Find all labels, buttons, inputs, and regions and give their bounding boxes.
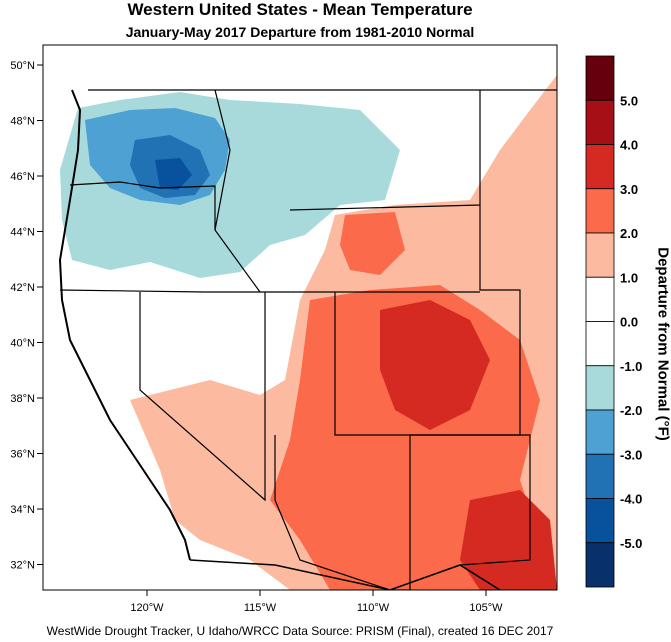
legend-swatch bbox=[585, 453, 615, 499]
legend-tick-label: 4.0 bbox=[620, 138, 638, 153]
lon-tick-label: 110°W bbox=[357, 602, 390, 614]
warm-region-strong bbox=[380, 300, 490, 430]
legend-title: Departure from Normal (°F) bbox=[654, 247, 671, 441]
legend-swatch bbox=[585, 409, 615, 455]
legend-tick-label: 0.0 bbox=[620, 315, 638, 330]
legend-tick-label: 3.0 bbox=[620, 182, 638, 197]
arizona-newmexico-border bbox=[274, 434, 531, 590]
legend-swatch bbox=[585, 188, 615, 234]
lon-tick-label: 120°W bbox=[130, 602, 164, 614]
lon-tick-label: 105°W bbox=[469, 602, 503, 614]
utah-colorado-border bbox=[334, 205, 521, 436]
lat-tick-label: 48°N bbox=[10, 116, 35, 128]
legend-tick-label: -3.0 bbox=[620, 447, 642, 462]
lat-tick-label: 44°N bbox=[10, 227, 35, 239]
data-source-credit: WestWide Drought Tracker, U Idaho/WRCC D… bbox=[46, 624, 554, 638]
legend-swatch bbox=[585, 276, 615, 322]
map-subtitle: January-May 2017 Departure from 1981-201… bbox=[125, 24, 475, 40]
longitude-axis: 120°W 115°W 110°W 105°W bbox=[130, 590, 503, 614]
legend-tick-label: -2.0 bbox=[620, 403, 642, 418]
lon-tick-label: 115°W bbox=[244, 602, 277, 614]
legend-swatch bbox=[585, 232, 615, 278]
legend-swatch bbox=[585, 321, 615, 367]
legend-tick-label: -1.0 bbox=[620, 359, 642, 374]
color-legend: 5.0 4.0 3.0 2.0 1.0 0.0 -1.0 -2.0 -3.0 -4.0 -5.0 bbox=[585, 55, 642, 588]
lat-tick-label: 42°N bbox=[10, 282, 35, 294]
legend-swatch bbox=[585, 365, 615, 411]
legend-swatch bbox=[585, 55, 615, 101]
warm-region-wyoming bbox=[340, 212, 405, 275]
map-area bbox=[43, 45, 557, 590]
washington-oregon-border bbox=[69, 181, 216, 230]
legend-tick-label: 5.0 bbox=[620, 93, 638, 108]
legend-swatch bbox=[585, 498, 615, 544]
oregon-california-border bbox=[59, 289, 260, 293]
cool-anomaly-regions bbox=[60, 92, 400, 278]
pacific-coastline bbox=[58, 89, 191, 561]
legend-swatch bbox=[585, 99, 615, 145]
legend-tick-label: 2.0 bbox=[620, 226, 638, 241]
lat-tick-label: 50°N bbox=[10, 60, 35, 72]
map-title: Western United States - Mean Temperature bbox=[127, 0, 473, 19]
lat-tick-label: 40°N bbox=[10, 338, 35, 350]
latitude-axis: 50°N 48°N 46°N 44°N 42°N 40°N 38°N 36°N 34°N 32°N bbox=[10, 60, 43, 572]
lat-tick-label: 46°N bbox=[10, 171, 35, 183]
lat-tick-label: 32°N bbox=[10, 560, 35, 572]
legend-tick-label: -4.0 bbox=[620, 492, 642, 507]
lat-tick-label: 34°N bbox=[10, 504, 35, 516]
legend-swatch bbox=[585, 542, 615, 588]
lat-tick-label: 36°N bbox=[10, 449, 35, 461]
cool-region-core bbox=[155, 158, 192, 190]
idaho-border bbox=[214, 89, 335, 293]
legend-tick-label: 1.0 bbox=[620, 270, 638, 285]
legend-tick-label: -5.0 bbox=[620, 536, 642, 551]
map-frame bbox=[42, 44, 558, 591]
state-borders bbox=[58, 89, 557, 590]
lat-tick-label: 38°N bbox=[10, 393, 35, 405]
legend-swatch bbox=[585, 144, 615, 190]
warm-region-south bbox=[460, 490, 557, 590]
nevada-border bbox=[139, 292, 266, 502]
warm-anomaly-regions bbox=[130, 75, 557, 590]
mexico-border bbox=[189, 559, 501, 590]
